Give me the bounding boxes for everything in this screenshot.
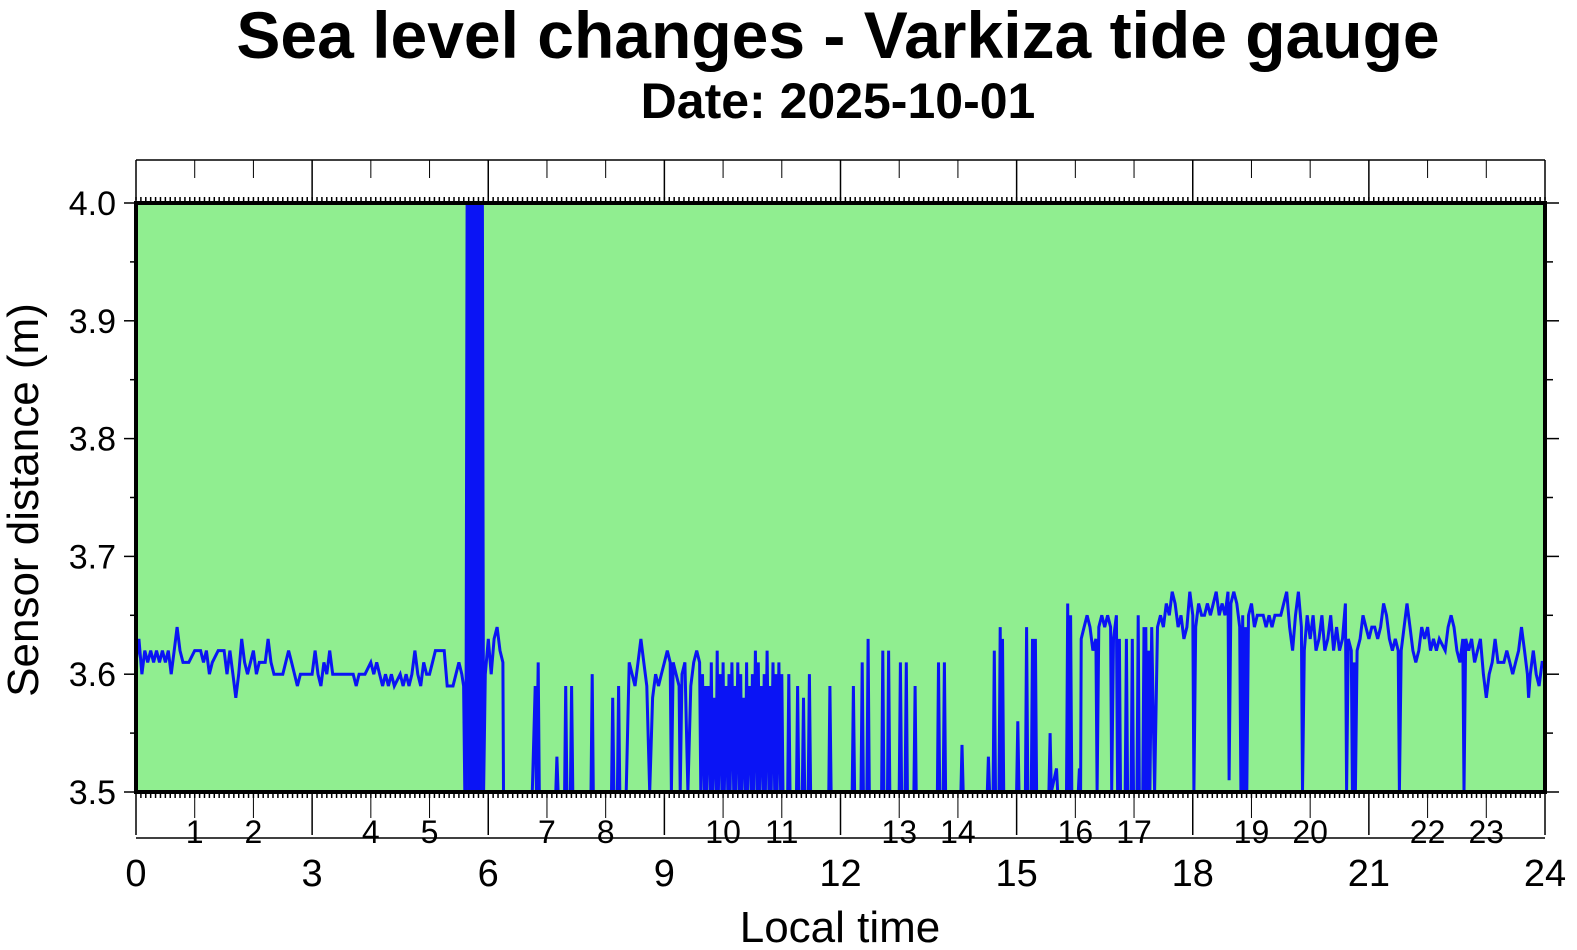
x-tick-label: 0 [125, 853, 146, 895]
chart-title: Sea level changes - Varkiza tide gauge [236, 0, 1439, 72]
x-hour-label: 1 [186, 814, 204, 850]
x-hour-label: 2 [245, 814, 263, 850]
x-tick-label: 18 [1172, 853, 1214, 895]
series-group [134, 201, 1545, 794]
x-hour-label: 20 [1292, 814, 1328, 850]
y-axis: 3.5 3.6 3.7 3.8 3.9 4.0 [69, 185, 1559, 812]
x-tick-label: 15 [995, 853, 1037, 895]
x-hour-label: 14 [940, 814, 976, 850]
x-hour-label: 7 [538, 814, 556, 850]
x-hour-label: 16 [1058, 814, 1094, 850]
y-tick-label: 3.8 [69, 421, 116, 459]
x-tick-label: 12 [819, 853, 861, 895]
y-axis-label: Sensor distance (m) [0, 303, 48, 697]
x-hour-label: 11 [765, 814, 798, 850]
y-tick-label: 4.0 [69, 185, 116, 223]
y-tick-label: 3.7 [69, 538, 116, 576]
x-hour-label: 23 [1468, 814, 1504, 850]
y-tick-label: 3.6 [69, 656, 116, 694]
x-hour-label: 19 [1234, 814, 1270, 850]
x-tick-label: 9 [654, 853, 675, 895]
x-hour-label: 10 [705, 814, 741, 850]
x-tick-label: 21 [1348, 853, 1390, 895]
x-hour-label: 4 [362, 814, 380, 850]
x-axis: 1 2 4 5 7 8 10 11 13 14 16 17 19 20 22 230 3 6 9 12 15 18 21 24 [125, 798, 1566, 895]
x-hour-label: 17 [1116, 814, 1152, 850]
x-tick-label: 6 [478, 853, 499, 895]
y-tick-label: 3.5 [69, 774, 116, 812]
x-tick-label: 24 [1524, 853, 1566, 895]
x-tick-label: 3 [302, 853, 323, 895]
x-axis-label: Local time [740, 903, 941, 950]
x-hour-label: 5 [421, 814, 439, 850]
series-spike [467, 203, 483, 792]
x-hour-label: 8 [597, 814, 615, 850]
y-tick-label: 3.9 [69, 303, 116, 341]
x-hour-label: 13 [881, 814, 917, 850]
x-hour-label: 22 [1410, 814, 1446, 850]
plot-area [136, 203, 1545, 792]
chart-subtitle: Date: 2025-10-01 [641, 73, 1036, 129]
series-line-0 [134, 201, 1545, 794]
